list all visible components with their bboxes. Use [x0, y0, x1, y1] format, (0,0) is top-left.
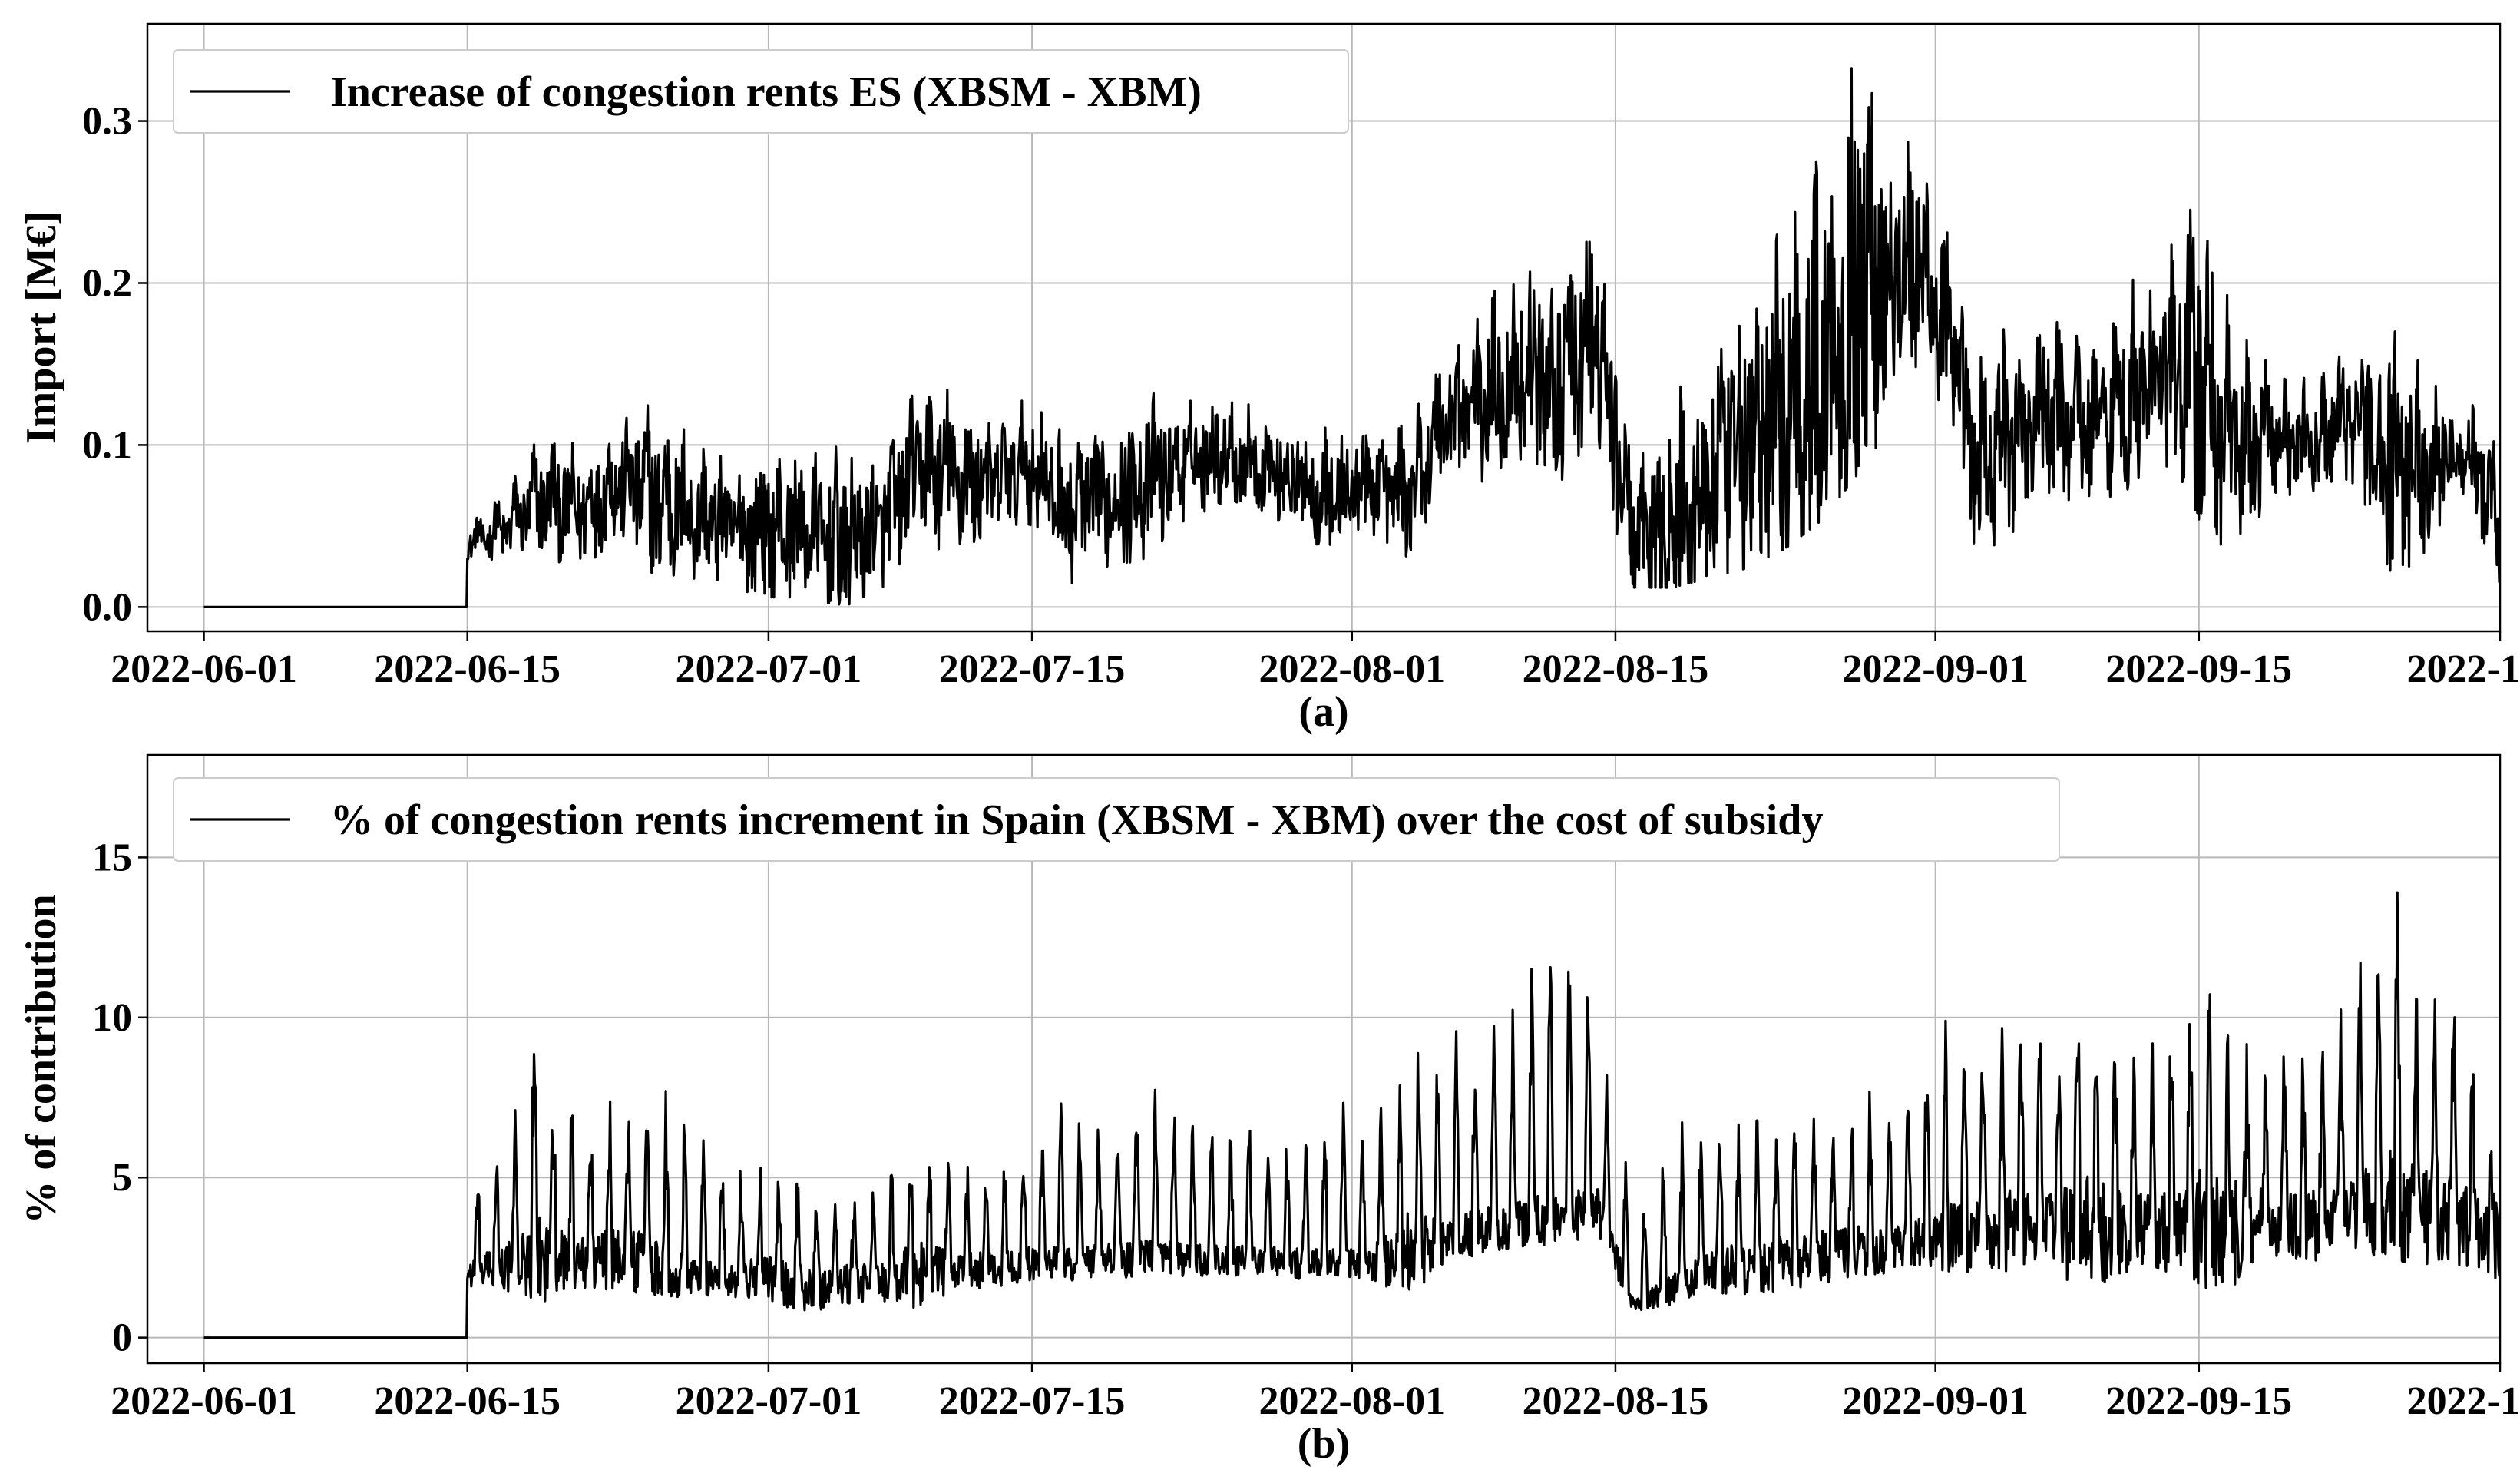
x-tick-label: 2022-10-01: [2407, 1379, 2520, 1423]
legend-box: [173, 49, 1349, 134]
y-tick-label: 0.3: [82, 100, 132, 144]
y-tick-label: 0.2: [82, 261, 132, 305]
x-tick-label: 2022-09-01: [1842, 647, 2029, 691]
x-tick-label: 2022-08-15: [1523, 1379, 1709, 1423]
legend: % of congestion rents increment in Spain…: [173, 777, 2060, 862]
legend-label: Increase of congestion rents ES (XBSM - …: [330, 68, 1202, 116]
x-tick-label: 2022-06-01: [111, 1379, 297, 1423]
y-tick-label: 10: [92, 996, 132, 1040]
x-tick-label: 2022-06-15: [374, 647, 561, 691]
y-tick-label: 5: [112, 1156, 132, 1200]
y-tick-label: 15: [92, 836, 132, 879]
x-tick-label: 2022-09-15: [2105, 1379, 2292, 1423]
x-tick-label: 2022-06-01: [111, 647, 297, 691]
x-tick-label: 2022-08-15: [1523, 647, 1709, 691]
x-tick-label: 2022-07-01: [676, 1379, 862, 1423]
x-tick-label: 2022-06-15: [374, 1379, 561, 1423]
x-tick-label: 2022-07-15: [939, 647, 1126, 691]
legend: Increase of congestion rents ES (XBSM - …: [173, 49, 1349, 134]
x-tick-label: 2022-07-15: [939, 1379, 1126, 1423]
plot-frame: [146, 753, 2502, 1365]
x-tick-label: 2022-09-15: [2105, 647, 2292, 691]
y-tick-label: 0.0: [82, 585, 132, 629]
chart-panel-b: 2022-06-01 2022-06-15 2022-07-01 2022-07-15…: [18, 753, 2520, 1468]
series-line: [203, 67, 2501, 609]
series-line: [203, 891, 2501, 1339]
y-axis-label: Import [M€]: [18, 211, 65, 444]
panel-caption: (b): [1298, 1420, 1350, 1468]
x-tick-label: 2022-09-01: [1842, 1379, 2029, 1423]
y-tick-label: 0: [112, 1316, 132, 1360]
x-tick-label: 2022-08-01: [1258, 647, 1445, 691]
panel-caption: (a): [1298, 688, 1348, 736]
y-axis-label: % of contribution: [18, 894, 65, 1223]
legend-label: % of congestion rents increment in Spain…: [330, 796, 1823, 844]
chart-panel-a: 2022-06-01 2022-06-15 2022-07-01 2022-07-15…: [18, 22, 2520, 736]
x-tick-label: 2022-08-01: [1258, 1379, 1445, 1423]
legend-box: [173, 777, 2060, 862]
x-tick-label: 2022-07-01: [676, 647, 862, 691]
plot-frame: [146, 22, 2502, 633]
y-tick-label: 0.1: [82, 423, 132, 467]
x-tick-label: 2022-10-01: [2407, 647, 2520, 691]
